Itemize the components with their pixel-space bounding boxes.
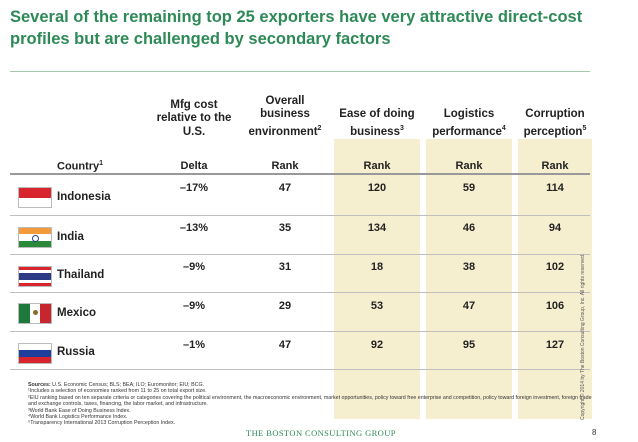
copyright-notice: Copyright © 2014 by The Boston Consultin…	[580, 253, 586, 420]
cell-delta: –9%	[182, 261, 206, 273]
sub-header-rank: Rank	[541, 160, 569, 172]
cell-rank: 47	[278, 182, 292, 194]
country-header-text: Country	[57, 160, 100, 173]
cell-delta: –9%	[182, 300, 206, 312]
column-head-text: Logistics performance	[432, 108, 502, 138]
cell-rank: 127	[545, 339, 565, 351]
cell-rank: 102	[545, 261, 565, 273]
footnote-marker: 1	[99, 160, 104, 167]
country-name: India	[57, 231, 84, 243]
column-head-text: Mfg cost relative to the U.S.	[156, 98, 232, 138]
bcg-logo: THE BOSTON CONSULTING GROUP	[246, 428, 396, 438]
thailand-flag-icon	[18, 266, 52, 287]
country-name: Russia	[57, 346, 95, 358]
mexico-flag-icon	[18, 303, 52, 324]
russia-flag-icon	[18, 343, 52, 364]
footnote-marker: 5	[582, 124, 587, 132]
cell-rank: 114	[546, 182, 564, 194]
cell-rank: 46	[462, 222, 476, 234]
column-head-logistics: Logistics performance4	[424, 95, 514, 139]
sub-header-rank: Rank	[271, 160, 299, 172]
cell-delta: –1%	[182, 339, 206, 351]
cell-rank: 53	[370, 300, 384, 312]
cell-rank: 106	[545, 300, 565, 312]
sources-text: U.S. Economic Census; BLS; BEA; ILO; Eur…	[52, 382, 205, 388]
footnote-marker: 2	[317, 124, 322, 132]
row-divider	[10, 369, 590, 370]
cell-rank: 18	[370, 261, 384, 273]
country-name: Indonesia	[57, 191, 111, 203]
india-flag-icon	[18, 227, 52, 248]
cell-rank: 120	[367, 182, 387, 194]
row-divider	[10, 215, 590, 216]
footnote: ⁴World Bank Logistics Performance Index.	[28, 414, 128, 421]
row-divider	[10, 292, 590, 293]
column-head-text: Corruption perception	[523, 108, 585, 138]
cell-rank: 38	[462, 261, 476, 273]
footnote: ²EIU ranking based on ten separate crite…	[28, 394, 592, 408]
footnote: ³World Bank Ease of Doing Business Index…	[28, 407, 131, 414]
indonesia-flag-icon	[18, 187, 52, 208]
column-head-business-environment: Overall business environment2	[240, 95, 330, 139]
cell-rank: 35	[278, 222, 292, 234]
sub-header-rank: Rank	[455, 160, 483, 172]
cell-rank: 47	[462, 300, 476, 312]
page-title: Several of the remaining top 25 exporter…	[10, 8, 583, 48]
header-divider	[10, 173, 590, 175]
title-divider	[10, 71, 590, 72]
column-head-text: Ease of doing business	[339, 108, 415, 138]
column-head-ease-of-doing-business: Ease of doing business3	[332, 95, 422, 139]
cell-delta: –17%	[179, 182, 209, 194]
footnote-marker: 3	[399, 124, 404, 132]
cell-rank: 95	[462, 339, 476, 351]
footnote: ¹Includes a selection of economies ranke…	[28, 388, 207, 395]
row-divider	[10, 331, 590, 332]
page-number: 8	[592, 428, 597, 437]
cell-rank: 31	[278, 261, 292, 273]
sources-label: Sources:	[28, 382, 51, 388]
cell-delta: –13%	[179, 222, 209, 234]
country-column-header: Country1	[57, 160, 137, 174]
sources-footnotes: Sources: U.S. Economic Census; BLS; BEA;…	[28, 382, 596, 427]
column-head-corruption: Corruption perception5	[510, 95, 600, 139]
cell-rank: 29	[278, 300, 292, 312]
column-head-text: Overall business environment	[248, 94, 318, 138]
footnote: ⁵Transparency International 2013 Corrupt…	[28, 420, 176, 427]
sub-header-rank: Rank	[363, 160, 391, 172]
footnote-marker: 4	[501, 124, 506, 132]
cell-rank: 92	[370, 339, 384, 351]
cell-rank: 47	[278, 339, 292, 351]
country-name: Thailand	[57, 269, 105, 281]
cell-rank: 59	[462, 182, 476, 194]
row-divider	[10, 254, 590, 255]
ease-of-doing-business-shade	[334, 139, 420, 419]
country-name: Mexico	[57, 307, 96, 319]
logistics-shade	[426, 139, 512, 419]
cell-rank: 94	[548, 222, 562, 234]
corruption-shade	[518, 139, 592, 419]
sub-header-delta: Delta	[180, 160, 208, 172]
column-head-mfg-cost: Mfg cost relative to the U.S.	[149, 95, 239, 139]
cell-rank: 134	[367, 222, 387, 234]
sources-line: Sources: U.S. Economic Census; BLS; BEA;…	[28, 382, 596, 388]
